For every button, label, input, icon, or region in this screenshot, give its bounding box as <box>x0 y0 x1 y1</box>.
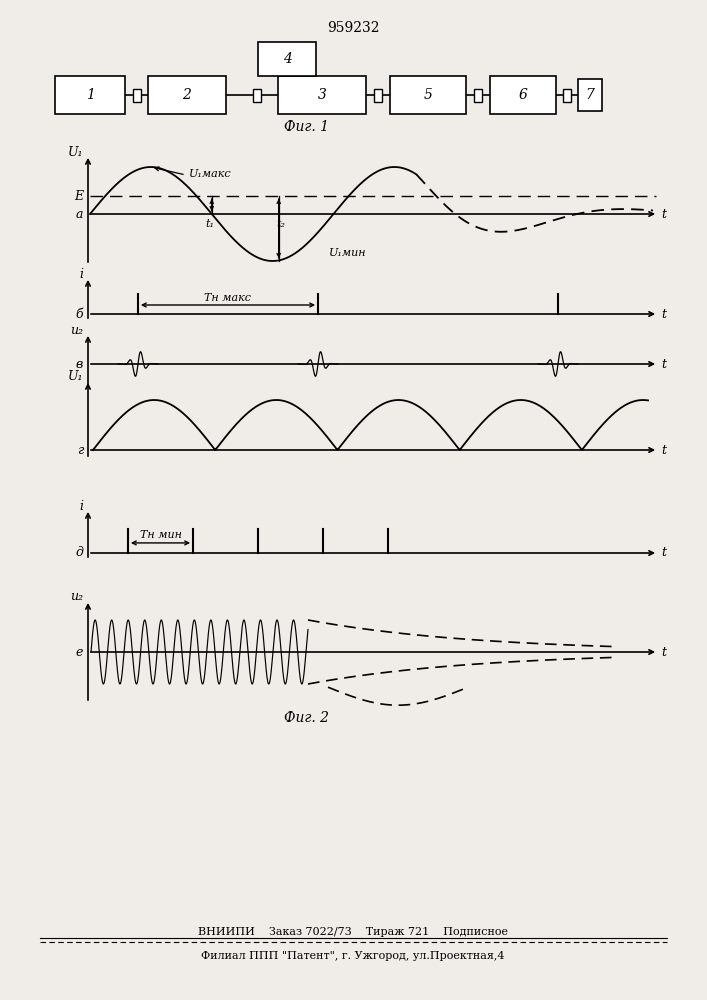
Text: б: б <box>76 308 83 320</box>
Text: i: i <box>79 499 83 512</box>
Text: д: д <box>75 546 83 560</box>
Bar <box>132 89 141 102</box>
Text: в: в <box>76 358 83 370</box>
Text: i: i <box>79 267 83 280</box>
Text: Фиг. 1: Фиг. 1 <box>284 120 329 134</box>
Bar <box>374 89 382 102</box>
Text: t: t <box>662 444 667 456</box>
Text: u₂: u₂ <box>70 324 83 336</box>
Text: u₂: u₂ <box>70 590 83 603</box>
Text: U₁мин: U₁мин <box>329 248 366 258</box>
Text: Тн макс: Тн макс <box>204 293 252 303</box>
Text: ВНИИПИ    Заказ 7022/73    Тираж 721    Подписное: ВНИИПИ Заказ 7022/73 Тираж 721 Подписное <box>198 927 508 937</box>
Text: t₁: t₁ <box>205 219 214 229</box>
Text: U₁макс: U₁макс <box>189 169 231 179</box>
Bar <box>563 89 571 102</box>
Text: 2: 2 <box>182 88 192 102</box>
Text: Фиг. 2: Фиг. 2 <box>284 711 329 725</box>
Text: U₁: U₁ <box>67 370 83 383</box>
Text: 5: 5 <box>423 88 433 102</box>
Text: е: е <box>76 646 83 658</box>
Text: 959232: 959232 <box>327 21 379 35</box>
Text: t: t <box>662 208 667 221</box>
Bar <box>258 42 316 76</box>
Bar <box>490 76 556 114</box>
Bar <box>252 89 260 102</box>
Text: t: t <box>662 646 667 658</box>
Bar <box>148 76 226 114</box>
Text: t: t <box>662 358 667 370</box>
Bar <box>390 76 466 114</box>
Text: U₁: U₁ <box>67 145 83 158</box>
Text: t₂: t₂ <box>276 219 285 229</box>
Bar <box>474 89 482 102</box>
Text: 6: 6 <box>518 88 527 102</box>
Bar <box>55 76 125 114</box>
Text: 1: 1 <box>86 88 95 102</box>
Text: 3: 3 <box>317 88 327 102</box>
Text: Тн мин: Тн мин <box>139 530 182 540</box>
Text: 7: 7 <box>585 88 595 102</box>
Text: а: а <box>76 208 83 221</box>
Text: t: t <box>662 308 667 320</box>
Text: 4: 4 <box>283 52 291 66</box>
Bar <box>278 76 366 114</box>
Text: E: E <box>74 190 83 202</box>
Text: г: г <box>76 444 83 456</box>
Text: Филиал ППП "Патент", г. Ужгород, ул.Проектная,4: Филиал ППП "Патент", г. Ужгород, ул.Прое… <box>201 951 505 961</box>
Bar <box>578 79 602 111</box>
Text: t: t <box>662 546 667 560</box>
